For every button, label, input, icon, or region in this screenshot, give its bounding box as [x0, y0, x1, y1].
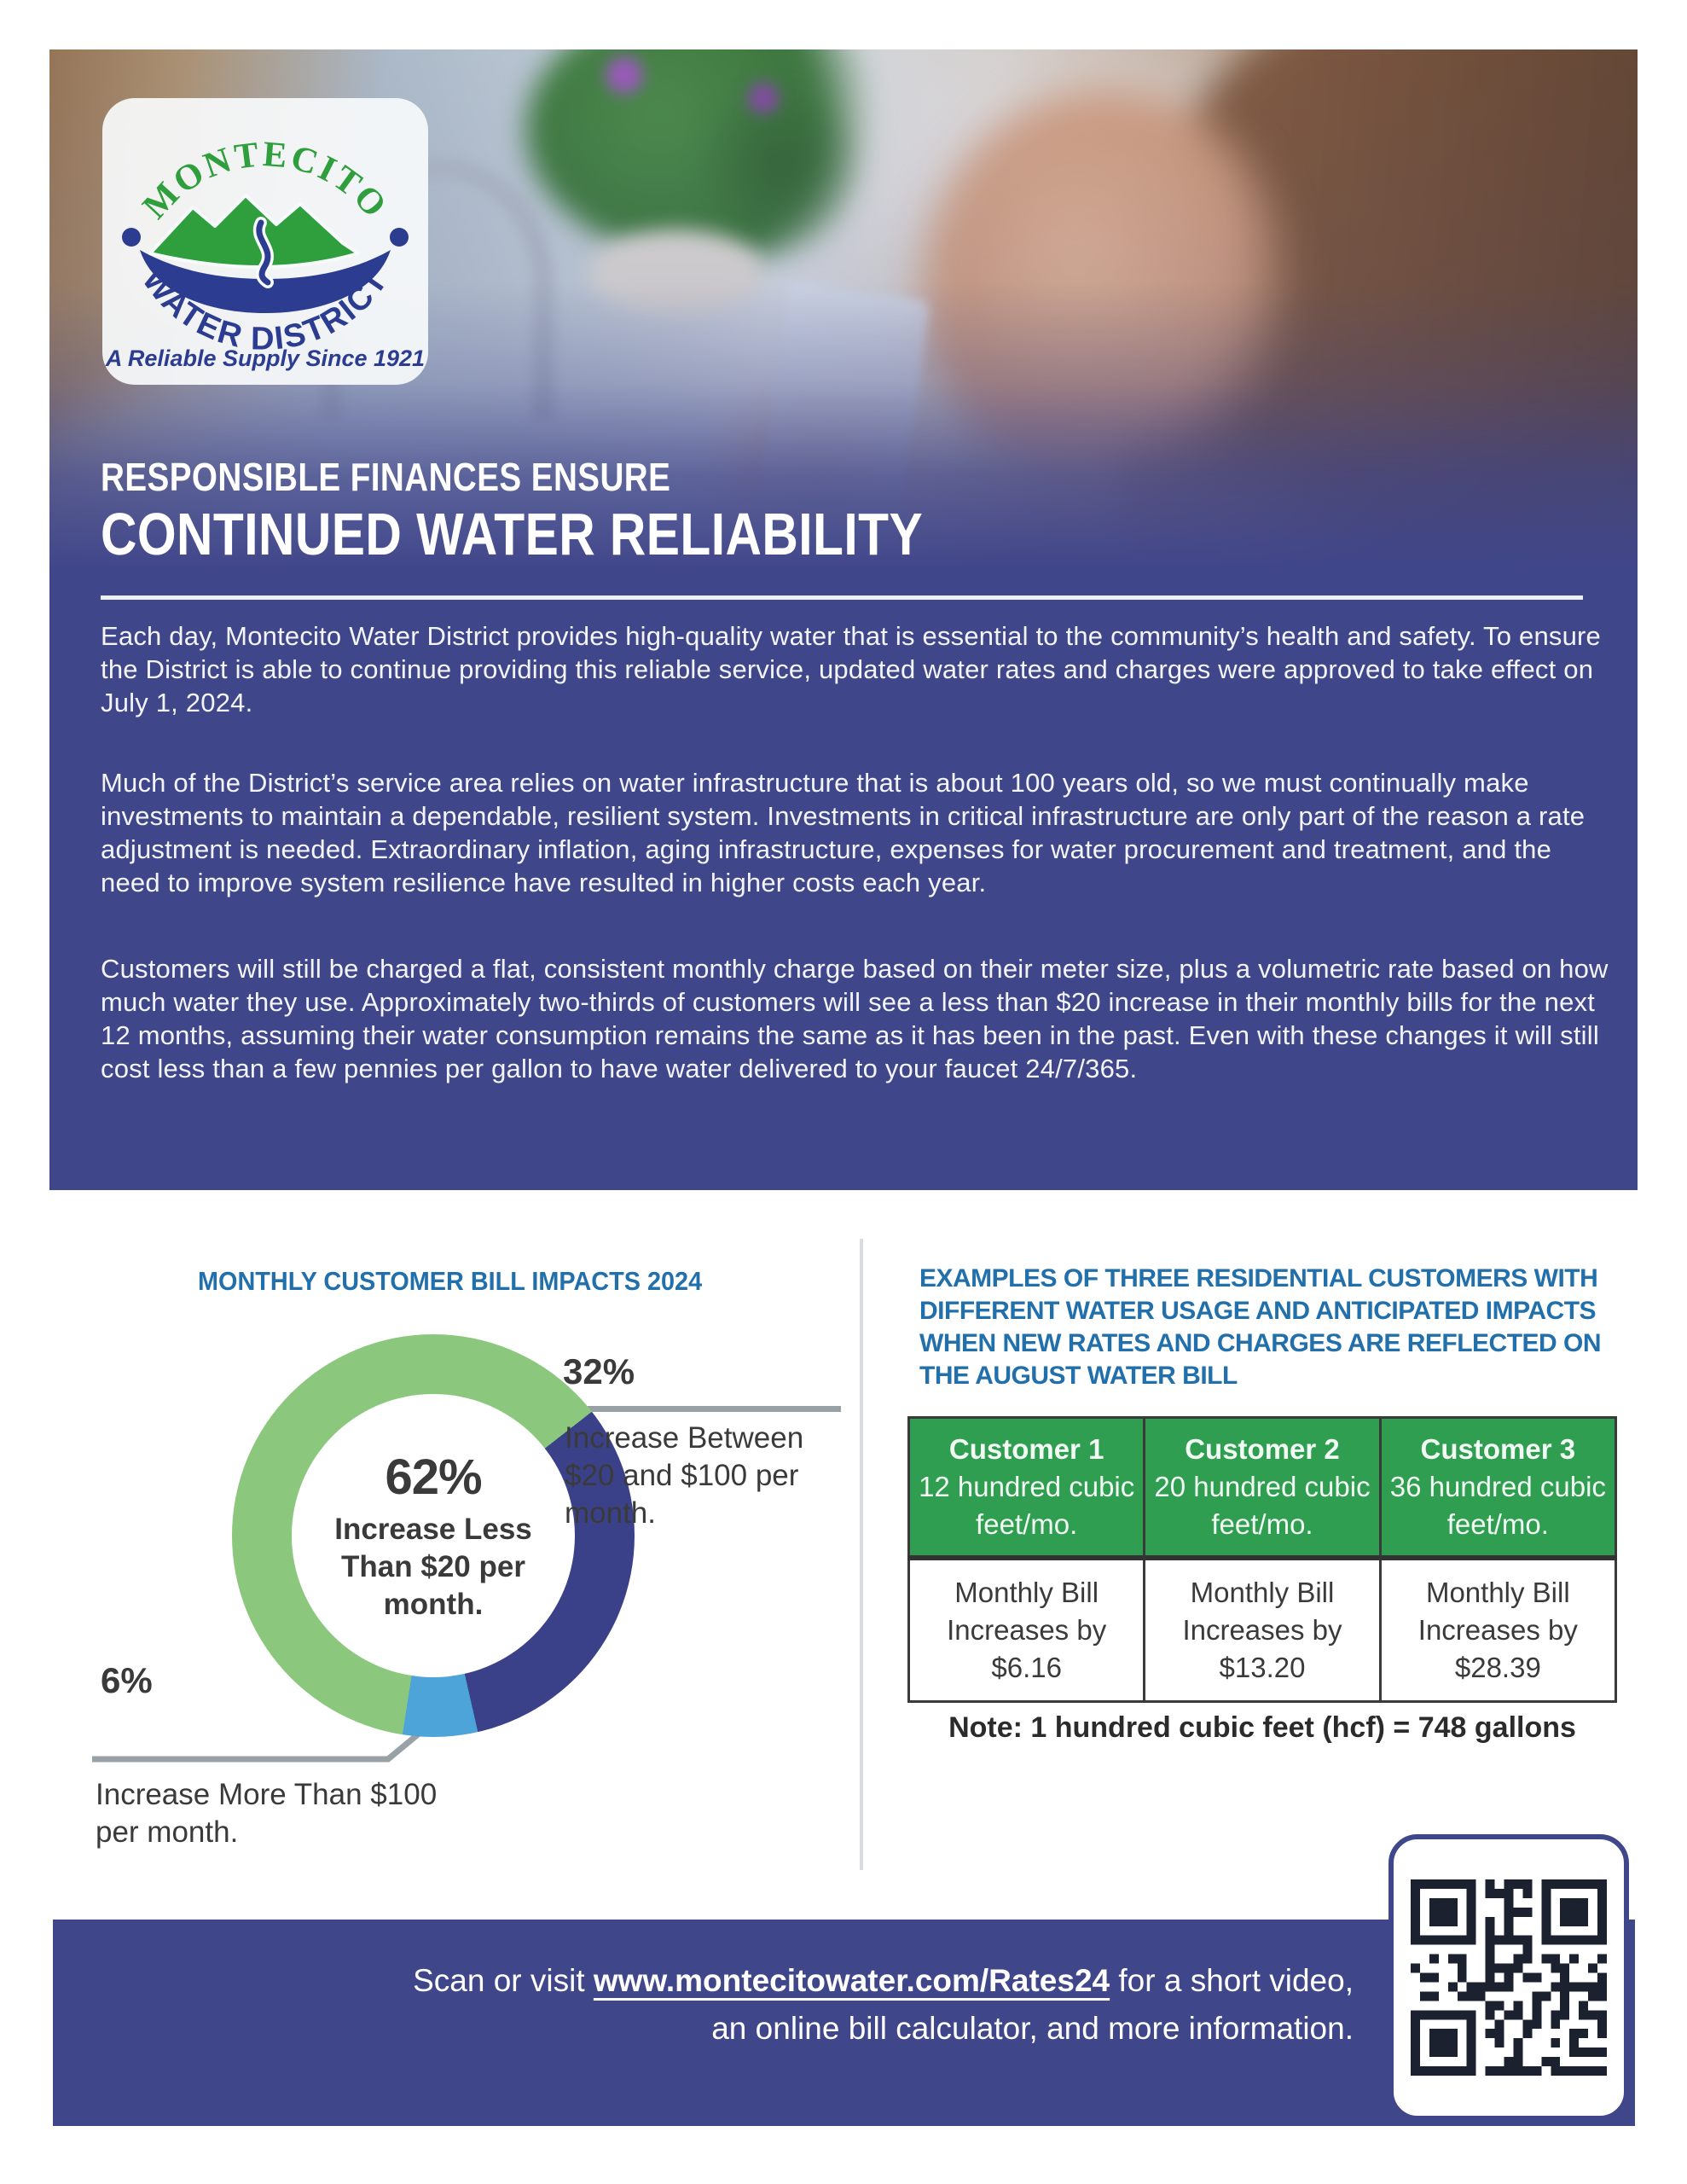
logo-dot-right [390, 228, 409, 247]
footer-text: Scan or visit www.montecitowater.com/Rat… [245, 1957, 1354, 2053]
hero-divider-rule [101, 595, 1583, 600]
footer-suffix: for a short video, [1110, 1963, 1354, 1998]
hero-paragraph: Each day, Montecito Water District provi… [101, 621, 1601, 717]
hero-kicker: RESPONSIBLE FINANCES ENSURE [101, 455, 671, 499]
table-header-customer-2: Customer 2 20 hundred cubic feet/mo. [1143, 1416, 1382, 1560]
customer-usage: 12 hundred cubic feet/mo. [919, 1471, 1135, 1540]
qr-card [1388, 1834, 1629, 2121]
customer-usage: 20 hundred cubic feet/mo. [1154, 1471, 1371, 1540]
impact-customer-2: Monthly Bill Increases by $13.20 [1143, 1556, 1382, 1703]
callout-6-label: Increase More Than $100 per month. [96, 1778, 438, 1849]
hero: MONTECITO WATER DISTRICT A Reliable Supp… [49, 49, 1638, 1190]
hero-paragraph: Customers will still be charged a flat, … [101, 954, 1609, 1083]
donut-ring: 62% Increase Less Than $20 per month. [232, 1334, 635, 1737]
customer-title: Customer 2 [1185, 1433, 1340, 1465]
footer-line2: an online bill calculator, and more info… [711, 2011, 1354, 2046]
customer-title: Customer 3 [1420, 1433, 1576, 1465]
callout-32-percent: 32% [563, 1351, 635, 1391]
chart-title: MONTHLY CUSTOMER BILL IMPACTS 2024 [198, 1266, 703, 1296]
impact-customer-3: Monthly Bill Increases by $28.39 [1378, 1556, 1618, 1703]
table-header-row: Customer 1 12 hundred cubic feet/mo. Cus… [907, 1416, 1618, 1560]
logo-card: MONTECITO WATER DISTRICT A Reliable Supp… [102, 98, 428, 385]
customer-usage: 36 hundred cubic feet/mo. [1389, 1471, 1606, 1540]
donut-center: 62% Increase Less Than $20 per month. [292, 1394, 575, 1677]
footer-url-link[interactable]: www.montecitowater.com/Rates24 [593, 1963, 1110, 1998]
customer-examples-table: Customer 1 12 hundred cubic feet/mo. Cus… [907, 1416, 1618, 1703]
logo-emblem [140, 194, 391, 313]
customer-title: Customer 1 [948, 1433, 1104, 1465]
examples-heading: EXAMPLES OF THREE RESIDENTIAL CUSTOMERS … [919, 1264, 1602, 1390]
table-body-row: Monthly Bill Increases by $6.16 Monthly … [907, 1556, 1618, 1703]
impact-customer-1: Monthly Bill Increases by $6.16 [907, 1556, 1146, 1703]
callout-32-label: Increase Between $20 and $100 per month. [565, 1421, 804, 1530]
callout-6-percent: 6% [101, 1660, 153, 1700]
logo-tagline: A Reliable Supply Since 1921 [105, 346, 425, 371]
footer-prefix: Scan or visit [413, 1963, 594, 1998]
column-divider [860, 1239, 863, 1870]
montecito-water-district-logo: MONTECITO WATER DISTRICT A Reliable Supp… [105, 135, 425, 371]
donut-center-label: Increase Less Than $20 per month. [334, 1512, 532, 1621]
footer-band: Scan or visit www.montecitowater.com/Rat… [53, 1920, 1635, 2126]
logo-dot-left [122, 228, 141, 247]
donut-center-percent: 62% [385, 1449, 482, 1505]
qr-code [1411, 1879, 1607, 2076]
hero-paragraph: Much of the District’s service area reli… [101, 768, 1586, 897]
table-header-customer-1: Customer 1 12 hundred cubic feet/mo. [907, 1416, 1146, 1560]
hcf-note: Note: 1 hundred cubic feet (hcf) = 748 g… [948, 1711, 1576, 1744]
hero-title: CONTINUED WATER RELIABILITY [101, 501, 924, 567]
table-header-customer-3: Customer 3 36 hundred cubic feet/mo. [1378, 1416, 1618, 1560]
